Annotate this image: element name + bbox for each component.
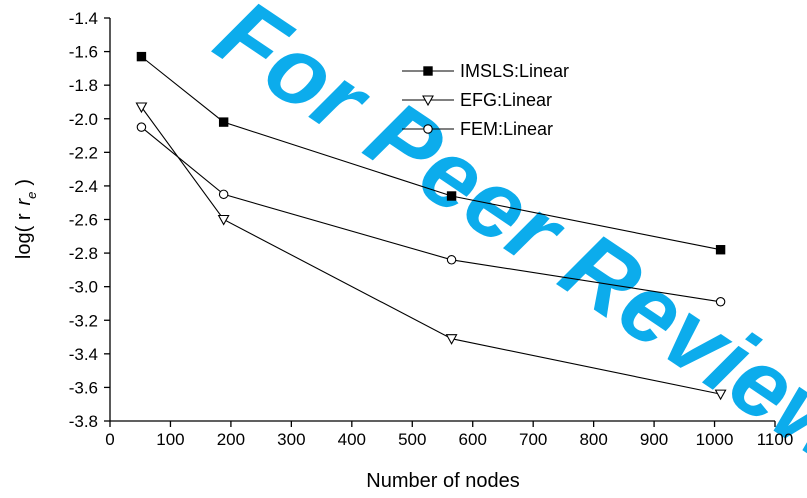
y-axis-title-subscript: e	[24, 192, 39, 199]
y-tick-label-4: -2.2	[69, 143, 98, 162]
y-tick-label-3: -2.0	[69, 110, 98, 129]
legend-item-fem-linear: FEM:Linear	[402, 119, 553, 139]
y-tick-label-9: -3.2	[69, 311, 98, 330]
point-imsls-linear-3	[715, 245, 726, 255]
point-efg-linear-3	[714, 389, 727, 401]
legend-marker-imsls-linear	[423, 66, 433, 76]
legend-label-fem-linear: FEM:Linear	[460, 119, 553, 139]
point-imsls-linear-0	[136, 51, 147, 62]
y-axis-title-main: log( r	[13, 213, 35, 259]
x-tick-label-700: 700	[519, 430, 547, 449]
x-tick-label-1000: 1000	[696, 430, 734, 449]
x-tick-label-500: 500	[398, 430, 426, 449]
series-layer	[135, 51, 727, 401]
point-efg-linear-0	[135, 102, 148, 114]
x-tick-label-900: 900	[640, 430, 668, 449]
x-axis-title: Number of nodes	[366, 470, 519, 492]
point-efg-linear-2	[445, 334, 458, 345]
x-tick-label-800: 800	[579, 430, 607, 449]
legend-item-efg-linear: EFG:Linear	[402, 90, 552, 110]
y-tick-label-8: -3.0	[69, 278, 98, 297]
y-tick-label-6: -2.6	[69, 211, 98, 230]
x-tick-label-400: 400	[338, 430, 366, 449]
point-fem-linear-2	[446, 255, 457, 265]
legend-marker-fem-linear	[423, 124, 433, 134]
y-tick-label-7: -2.8	[69, 244, 98, 263]
y-tick-label-10: -3.4	[69, 345, 98, 364]
x-tick-label-300: 300	[277, 430, 305, 449]
y-tick-label-1: -1.6	[69, 43, 98, 62]
series-line-imsls-linear	[141, 56, 721, 251]
series-efg-linear	[135, 102, 727, 401]
y-axis-title: log( r re)	[13, 179, 39, 259]
y-ticks: -1.4 -1.6 -1.8 -2.0 -2.2 -2.4 -2.6 -2.8 -3.0 -3.2…	[69, 9, 110, 431]
series-imsls-linear	[136, 51, 726, 255]
x-tick-label-100: 100	[156, 430, 184, 449]
series-fem-linear	[136, 122, 726, 307]
point-fem-linear-0	[136, 122, 147, 132]
legend: IMSLS:Linear EFG:Linear FEM:Linear	[402, 61, 569, 139]
point-fem-linear-1	[218, 189, 229, 200]
y-tick-label-2: -1.8	[69, 76, 98, 95]
y-tick-label-12: -3.8	[69, 412, 98, 431]
y-tick-label-5: -2.4	[69, 177, 98, 196]
point-efg-linear-1	[217, 214, 230, 226]
series-line-efg-linear	[140, 106, 721, 395]
x-tick-label-1100: 1100	[757, 430, 794, 449]
legend-label-imsls-linear: IMSLS:Linear	[460, 61, 569, 81]
svg-text:log( rre): log( r re)	[13, 179, 39, 259]
y-tick-label-11: -3.6	[69, 378, 98, 397]
x-tick-label-0: 0	[105, 430, 114, 449]
legend-marker-efg-linear	[422, 95, 434, 107]
point-imsls-linear-2	[446, 191, 457, 201]
x-ticks: 0 100 200 300 400 500 600 700 800 900 1000 1100	[105, 421, 793, 449]
series-line-fem-linear	[141, 126, 721, 303]
y-tick-label-0: -1.4	[69, 9, 98, 28]
y-axis-title-close: )	[13, 179, 35, 186]
legend-label-efg-linear: EFG:Linear	[460, 90, 552, 110]
point-fem-linear-3	[715, 297, 726, 307]
y-axis-title-r: r	[13, 198, 35, 206]
x-tick-label-600: 600	[459, 430, 487, 449]
x-tick-label-200: 200	[217, 430, 245, 449]
point-imsls-linear-1	[218, 117, 229, 127]
legend-item-imsls-linear: IMSLS:Linear	[402, 61, 569, 81]
